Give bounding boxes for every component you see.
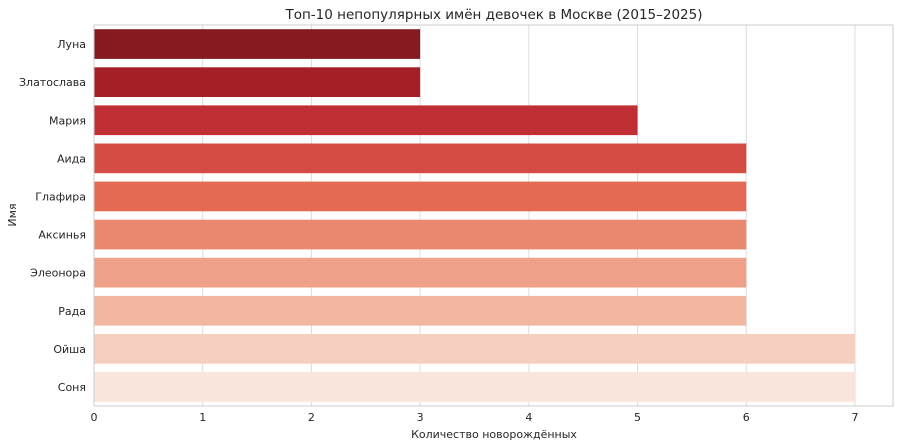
bar	[94, 333, 855, 364]
y-tick-labels: Луна Златослава Мария Аида Глафира Аксинья Эле…	[19, 38, 86, 394]
y-tick-label: Ойша	[53, 343, 86, 356]
y-tick-label: Соня	[58, 381, 86, 394]
y-tick-label: Златослава	[19, 76, 86, 89]
bar	[94, 67, 421, 98]
chart-title: Топ-10 непопулярных имён девочек в Москв…	[284, 7, 702, 23]
plot-frame	[93, 24, 894, 407]
x-tick-label: 1	[199, 411, 206, 424]
x-tick-label: 7	[851, 411, 858, 424]
y-tick-label: Аида	[57, 152, 86, 165]
bar	[94, 181, 747, 212]
bar	[94, 257, 747, 288]
x-tick-labels: 0 1 2 3 4 5 6 7	[91, 411, 859, 424]
x-tick-label: 5	[634, 411, 641, 424]
bar	[94, 219, 747, 250]
bar	[94, 105, 638, 136]
x-axis-label: Количество новорождённых	[411, 428, 577, 441]
bars	[94, 29, 855, 402]
y-tick-label: Рада	[58, 305, 86, 318]
y-tick-label: Глафира	[35, 190, 86, 203]
x-tick-label: 4	[525, 411, 532, 424]
bar	[94, 29, 421, 59]
y-tick-label: Луна	[57, 38, 86, 51]
bar	[94, 143, 747, 174]
x-tick-label: 3	[417, 411, 424, 424]
y-tick-label: Мария	[49, 114, 86, 127]
x-tick-label: 0	[91, 411, 98, 424]
y-tick-label: Аксинья	[38, 229, 86, 242]
y-axis-label: Имя	[6, 203, 19, 226]
x-tick-label: 6	[743, 411, 750, 424]
bar	[94, 295, 747, 326]
x-tick-label: 2	[308, 411, 315, 424]
bar	[94, 372, 855, 402]
y-tick-label: Элеонора	[30, 267, 86, 280]
